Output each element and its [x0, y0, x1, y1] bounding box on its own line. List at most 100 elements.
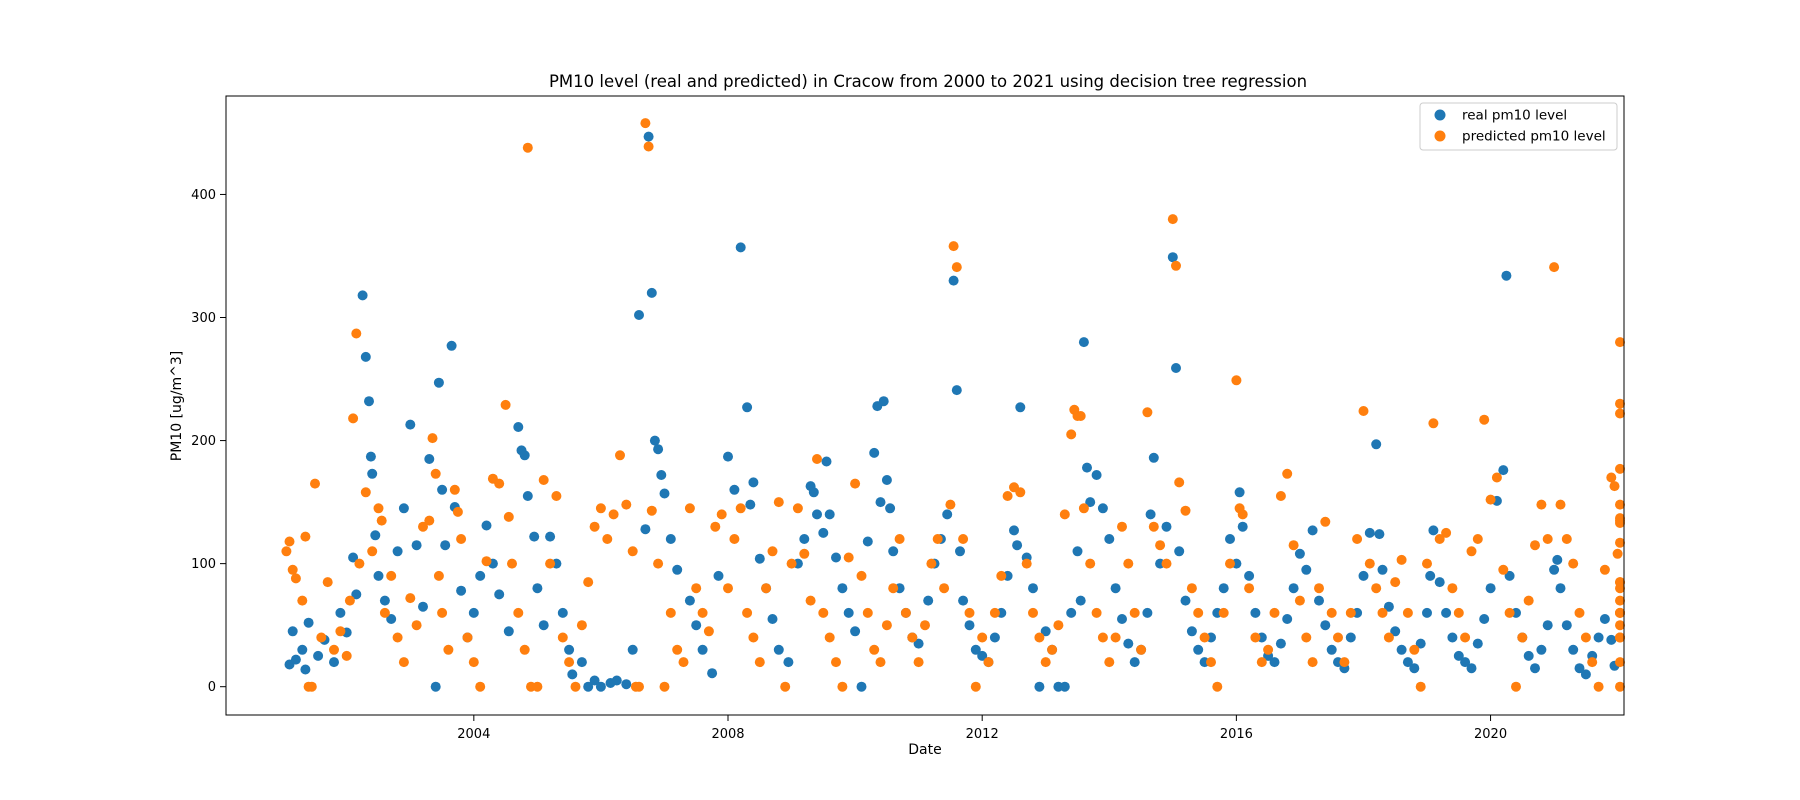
data-point-predicted-90: [767, 546, 778, 557]
data-point-real-177: [1282, 614, 1293, 624]
data-point-predicted-130: [1015, 487, 1026, 498]
data-point-real-44: [519, 450, 530, 461]
data-point-real-4: [300, 664, 311, 675]
data-point-real-42: [513, 422, 524, 432]
data-point-predicted-228: [1609, 481, 1620, 492]
data-point-real-79: [735, 242, 746, 253]
data-point-predicted-65: [621, 499, 632, 510]
data-point-real-3: [297, 644, 308, 655]
data-point-real-228: [1580, 669, 1591, 680]
data-point-predicted-97: [812, 454, 822, 464]
data-point-real-1: [287, 626, 298, 637]
data-point-predicted-66: [627, 546, 638, 557]
data-point-real-69: [659, 488, 670, 499]
data-point-predicted-156: [1167, 214, 1178, 225]
data-point-predicted-63: [608, 509, 619, 520]
data-point-predicted-251: [1615, 632, 1625, 643]
data-point-predicted-123: [970, 681, 981, 692]
data-point-real-56: [589, 675, 600, 686]
data-point-real-86: [773, 644, 784, 655]
data-point-real-171: [1244, 570, 1255, 581]
data-point-predicted-3: [290, 573, 301, 584]
data-point-predicted-61: [595, 503, 606, 514]
data-point-real-213: [1498, 465, 1509, 476]
data-point-real-74: [697, 644, 708, 655]
data-point-predicted-200: [1434, 534, 1445, 544]
data-point-predicted-126: [989, 607, 1000, 618]
data-point-predicted-145: [1097, 632, 1108, 643]
data-point-predicted-91: [773, 497, 784, 508]
data-point-real-200: [1422, 607, 1432, 618]
data-point-predicted-163: [1206, 657, 1216, 668]
data-point-predicted-211: [1504, 607, 1515, 618]
y-tick-label-0: 0: [208, 680, 216, 695]
data-point-predicted-229: [1612, 548, 1623, 559]
data-point-real-26: [418, 601, 428, 612]
data-point-real-222: [1549, 564, 1560, 575]
data-point-predicted-153: [1148, 521, 1159, 532]
data-point-real-20: [379, 595, 390, 606]
data-point-predicted-185: [1339, 657, 1350, 668]
data-point-predicted-106: [869, 644, 880, 655]
data-point-predicted-95: [799, 548, 810, 559]
data-point-predicted-172: [1256, 657, 1267, 668]
legend-marker-real: [1434, 109, 1446, 121]
data-point-predicted-212: [1511, 681, 1521, 692]
data-point-predicted-248: [1615, 518, 1625, 528]
data-point-predicted-193: [1390, 577, 1401, 588]
data-point-predicted-188: [1358, 406, 1369, 416]
data-point-real-89: [799, 534, 810, 544]
data-point-predicted-206: [1472, 534, 1483, 544]
data-point-predicted-2: [287, 564, 298, 575]
data-point-real-108: [888, 546, 899, 557]
data-point-real-57: [595, 681, 606, 692]
data-point-real-2: [290, 654, 301, 665]
data-point-predicted-108: [881, 620, 892, 631]
data-point-predicted-214: [1523, 595, 1534, 606]
data-point-real-166: [1218, 583, 1229, 594]
data-point-real-149: [1123, 638, 1134, 649]
data-point-predicted-167: [1231, 375, 1242, 386]
data-point-real-179: [1294, 548, 1305, 559]
data-point-predicted-157: [1171, 260, 1181, 271]
data-point-real-48: [538, 620, 549, 631]
data-point-predicted-40: [475, 681, 486, 692]
plot-area: [226, 96, 1624, 715]
data-point-predicted-78: [691, 583, 702, 594]
data-point-real-29: [433, 377, 444, 388]
data-point-predicted-155: [1161, 558, 1172, 569]
data-point-predicted-244: [1615, 595, 1625, 606]
data-point-real-154: [1148, 452, 1159, 463]
data-point-predicted-75: [672, 644, 683, 655]
data-point-predicted-179: [1301, 632, 1312, 643]
data-point-real-59: [611, 675, 622, 686]
data-point-real-184: [1326, 644, 1337, 655]
data-point-predicted-29: [424, 515, 435, 526]
data-point-real-198: [1409, 663, 1420, 674]
data-point-real-205: [1447, 632, 1458, 643]
data-point-real-98: [843, 607, 854, 618]
data-point-predicted-103: [850, 478, 861, 489]
data-point-real-32: [446, 340, 457, 351]
data-point-predicted-17: [354, 558, 365, 569]
data-point-real-137: [1059, 681, 1070, 692]
data-point-real-201: [1425, 570, 1436, 581]
data-point-real-53: [567, 669, 578, 680]
data-point-real-106: [881, 475, 892, 485]
x-axis-label: Date: [908, 742, 941, 758]
data-point-predicted-12: [335, 626, 346, 637]
data-point-real-68: [656, 470, 667, 480]
data-point-predicted-176: [1282, 468, 1293, 479]
data-point-real-196: [1396, 644, 1407, 655]
data-point-real-230: [1593, 632, 1604, 643]
data-point-real-82: [748, 477, 759, 488]
data-point-predicted-1: [284, 536, 295, 547]
data-point-predicted-57: [570, 681, 581, 692]
data-point-real-197: [1402, 657, 1413, 668]
data-point-predicted-46: [507, 558, 517, 569]
data-point-predicted-114: [920, 620, 930, 631]
data-point-real-226: [1568, 644, 1579, 655]
data-point-predicted-68: [634, 681, 644, 692]
data-point-real-15: [364, 396, 374, 407]
data-point-predicted-209: [1491, 472, 1502, 483]
